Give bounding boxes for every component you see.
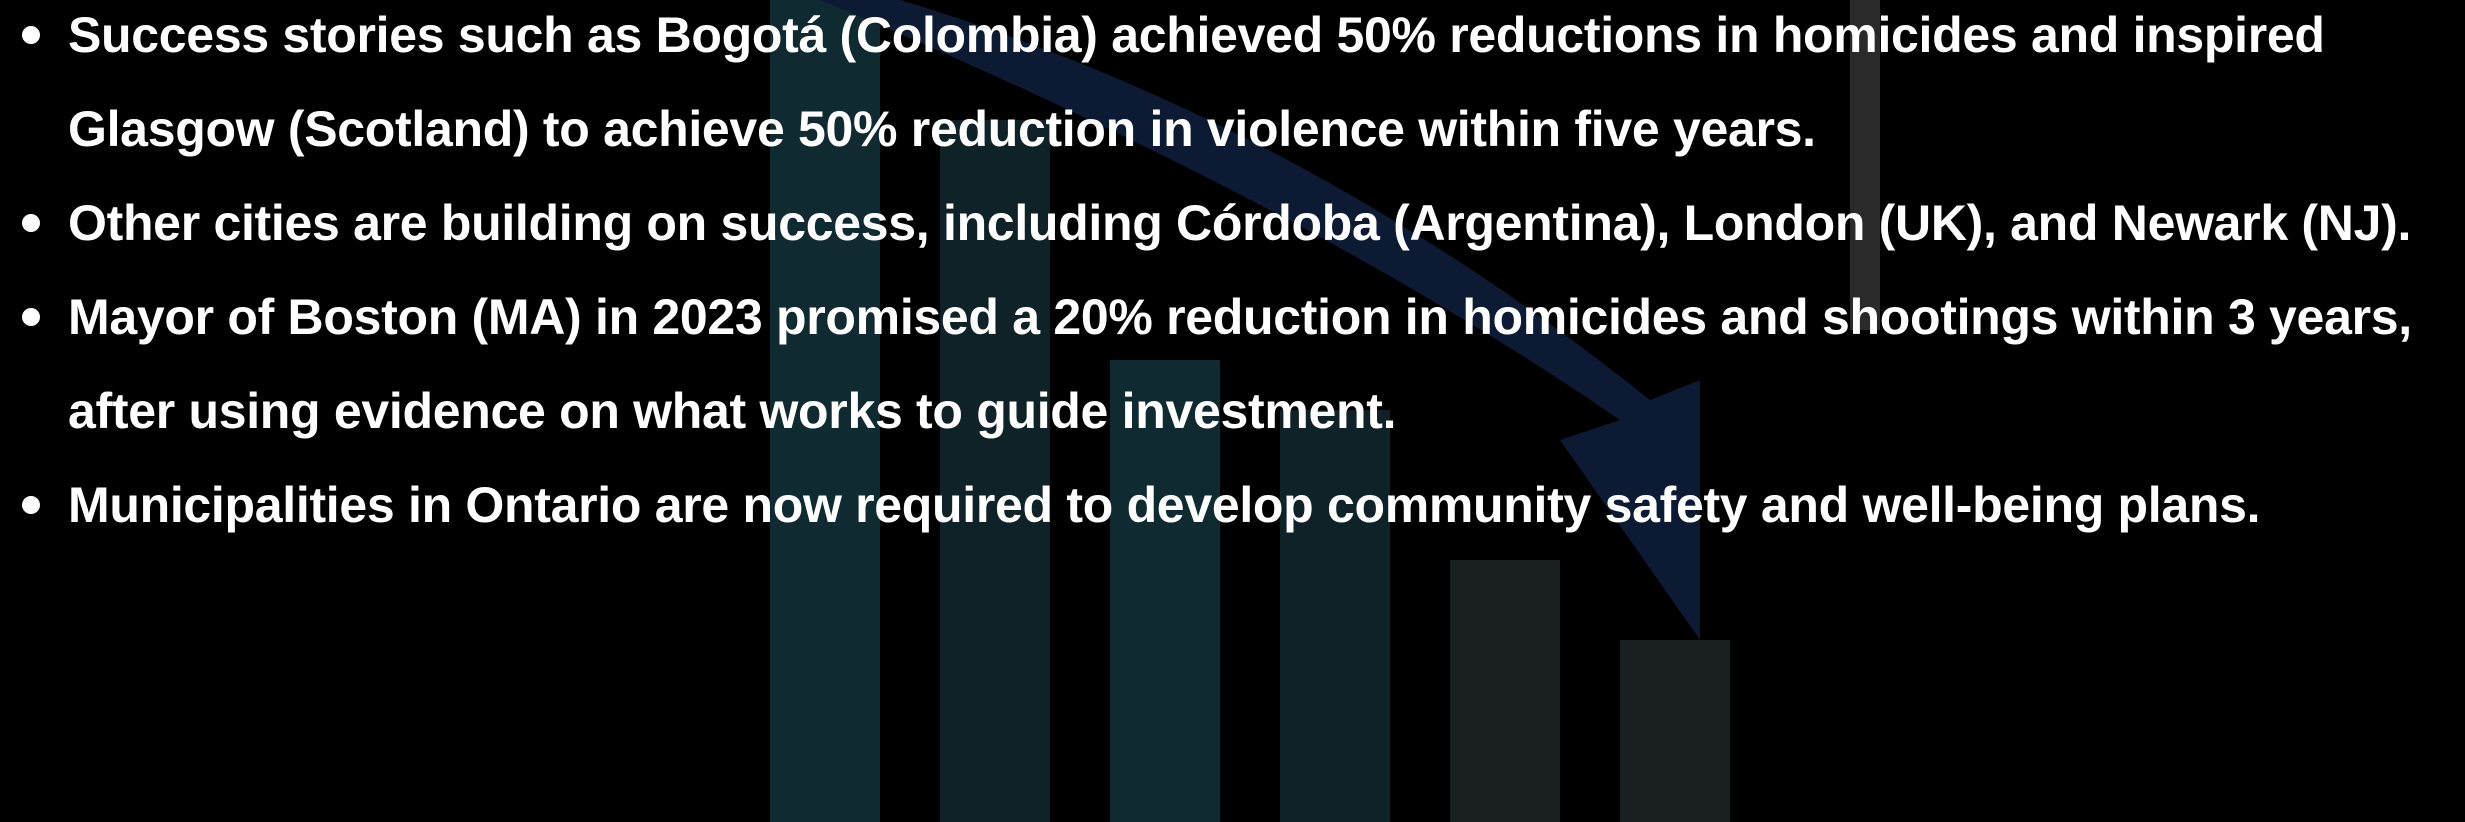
bg-bar — [1450, 560, 1560, 822]
bullet: Mayor of Boston (MA) in 2023 promised a … — [22, 270, 2458, 458]
bg-bar — [940, 120, 1050, 822]
bg-arrow — [820, 0, 1700, 640]
bg-pole — [1850, 0, 1880, 330]
bg-bar — [1110, 360, 1220, 822]
bullet: Success stories such as Bogotá (Colombia… — [22, 0, 2458, 176]
bullet-list: Success stories such as Bogotá (Colombia… — [22, 0, 2458, 552]
bg-bar — [770, 0, 880, 822]
bg-bar — [1280, 410, 1390, 822]
bg-bar — [1620, 640, 1730, 822]
bullet: Other cities are building on success, in… — [22, 176, 2458, 270]
bullet: Municipalities in Ontario are now requir… — [22, 458, 2458, 552]
